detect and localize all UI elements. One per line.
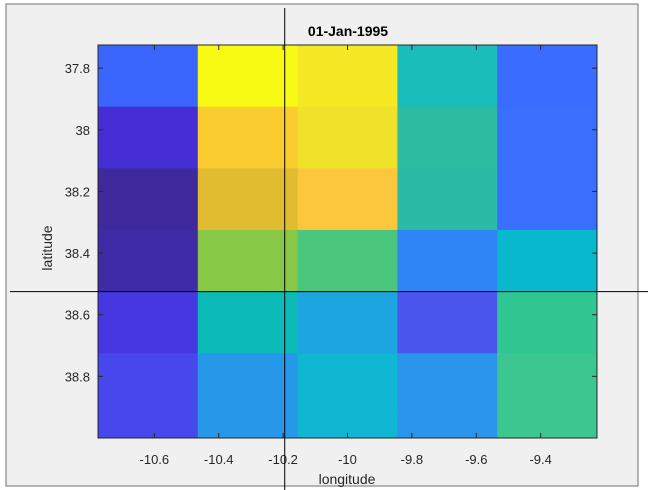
heatmap-cell (497, 106, 598, 169)
heatmap-cell (497, 168, 598, 231)
heatmap-cell (98, 106, 199, 169)
heatmap-cell (197, 291, 299, 354)
heatmap-cell (98, 291, 199, 354)
y-tick-label: 38.2 (65, 184, 90, 199)
x-tick-label: -10.2 (268, 452, 298, 467)
heatmap-cell (197, 45, 299, 108)
heatmap-cell (297, 353, 398, 416)
heatmap-cell (297, 291, 398, 354)
heatmap-cell (297, 414, 398, 439)
heatmap-cells (98, 45, 598, 439)
heatmap-cell (197, 168, 299, 231)
heatmap-cell (197, 353, 299, 416)
heatmap-cell (497, 45, 598, 108)
x-tick-label: -9.6 (465, 452, 487, 467)
y-axis-label: latitude (39, 225, 55, 270)
heatmap-cell (98, 414, 199, 439)
heatmap-cell (98, 45, 199, 108)
heatmap-cell (98, 168, 199, 231)
x-tick-label: -10 (338, 452, 357, 467)
heatmap-cell (397, 291, 498, 354)
heatmap-cell (297, 106, 398, 169)
x-tick-label: -9.4 (529, 452, 551, 467)
y-tick-label: 38.4 (65, 246, 90, 261)
heatmap-cell (397, 106, 498, 169)
heatmap-cell (197, 106, 299, 169)
y-tick-label: 38.8 (65, 369, 90, 384)
heatmap-cell (397, 45, 498, 108)
axis-ticks: -10.6 -10.4 -10.2 -10 -9.8 -9.6 -9.4 37.8 38 38.2… (65, 45, 597, 467)
heatmap-cell (497, 414, 598, 439)
heatmap-cell (197, 414, 299, 439)
chart-title: 01-Jan-1995 (308, 23, 388, 39)
y-tick-label: 37.8 (65, 61, 90, 76)
heatmap-cell (397, 414, 498, 439)
heatmap-cell (297, 229, 398, 293)
heatmap-cell (297, 45, 398, 108)
x-tick-label: -9.8 (401, 452, 423, 467)
heatmap-cell (497, 229, 598, 293)
x-tick-label: -10.6 (140, 452, 170, 467)
heatmap-cell (98, 229, 199, 293)
heatmap-cell (497, 291, 598, 354)
heatmap-cell (397, 229, 498, 293)
x-tick-label: -10.4 (204, 452, 234, 467)
crosshair (10, 8, 648, 490)
heatmap-cell (397, 168, 498, 231)
heatmap-cell (497, 353, 598, 416)
y-tick-label: 38.6 (65, 308, 90, 323)
heatmap-cell (397, 353, 498, 416)
x-axis-label: longitude (319, 471, 376, 487)
heatmap-cell (98, 353, 199, 416)
y-tick-label: 38 (76, 123, 90, 138)
heatmap-cell (297, 168, 398, 231)
heatmap-cell (197, 229, 299, 293)
